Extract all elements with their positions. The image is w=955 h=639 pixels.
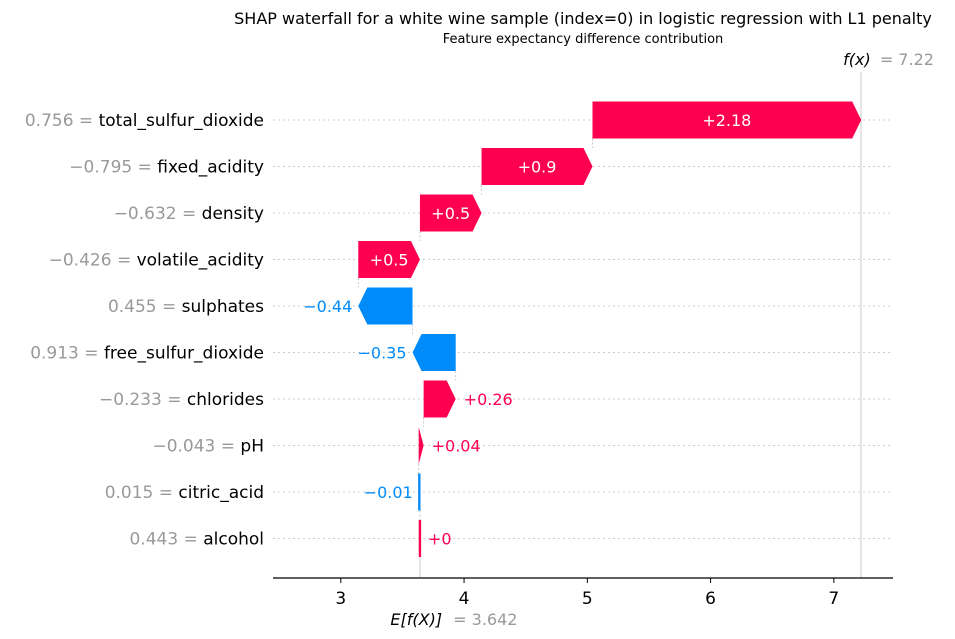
waterfall-bar [412,334,456,371]
waterfall-bar [419,194,482,232]
output-label: f(x) [843,50,871,69]
bar-value-label: +0 [428,530,452,549]
x-axis: 3 4 5 6 7 [273,577,893,609]
feature-value: −0.426 = [49,251,137,271]
feature-label: −0.426 = volatile_acidity [49,251,264,271]
x-tick-label: 6 [705,589,716,609]
feature-rows: 0.756 = total_sulfur_dioxide −0.795 = fix… [25,111,264,550]
feature-name: pH [240,437,264,457]
chart-title: SHAP waterfall for a white wine sample (… [234,9,932,28]
output-value: = 7.22 [880,50,934,69]
feature-value: 0.913 = [30,344,104,364]
waterfall-bar [358,287,413,325]
chart-subtitle: Feature expectancy difference contributi… [443,32,724,47]
feature-name: alcohol [203,530,264,550]
waterfall-bar [418,520,422,557]
x-tick-label: 4 [459,589,470,609]
feature-label: 0.015 = citric_acid [105,483,264,503]
feature-name: volatile_acidity [137,251,264,271]
feature-value: 0.756 = [25,111,99,131]
feature-value: −0.795 = [69,158,157,178]
svg-text:E[f(X)] = 3.642: E[f(X)] = 3.642 [390,610,517,629]
waterfall-bar [418,473,421,511]
svg-text:f(x) = 7.22: f(x) = 7.22 [843,50,934,69]
feature-name: chlorides [187,390,264,410]
bar-value-label: +2.18 [702,111,751,130]
bar-value-label: −0.01 [364,483,413,502]
feature-name: sulphates [182,297,264,317]
bar-value-label: +0.9 [518,158,557,177]
x-tick-label: 7 [828,589,839,609]
waterfall-bar [423,380,456,418]
feature-name: free_sulfur_dioxide [104,344,264,364]
bar-value-label: −0.44 [303,297,352,316]
feature-label: −0.233 = chlorides [99,390,264,410]
waterfall-bar [592,101,862,139]
feature-value: 0.015 = [105,483,179,503]
base-value-label: E[f(X)] = 3.642 [390,610,517,629]
feature-label: 0.756 = total_sulfur_dioxide [25,111,264,131]
waterfall-bar [481,148,593,185]
feature-name: density [202,204,264,224]
feature-label: 0.913 = free_sulfur_dioxide [30,344,264,364]
guide-lines [273,72,893,578]
feature-label: −0.795 = fixed_acidity [69,158,264,178]
feature-name: fixed_acidity [157,158,264,178]
bars: +2.18 +0.9 +0.5 +0.5 −0.44 −0.35 +0.26 +0.04 −0.… [303,101,862,557]
base-value: = 3.642 [453,610,517,629]
feature-value: 0.443 = [129,530,203,550]
output-value-label: f(x) = 7.22 [843,50,934,69]
x-tick-label: 3 [335,589,346,609]
feature-value: −0.233 = [99,390,187,410]
feature-value: 0.455 = [108,297,182,317]
waterfall-bar [418,427,424,464]
feature-name: citric_acid [178,483,264,503]
base-label: E[f(X)] [390,610,442,629]
bar-value-label: +0.04 [432,437,481,456]
feature-label: −0.043 = pH [152,437,264,457]
waterfall-bar [358,241,420,278]
bar-value-label: +0.26 [464,390,513,409]
bar-value-label: −0.35 [357,344,406,363]
x-tick-label: 5 [582,589,593,609]
feature-value: −0.632 = [114,204,202,224]
bar-value-label: +0.5 [431,204,470,223]
feature-name: total_sulfur_dioxide [99,111,264,131]
feature-value: −0.043 = [152,437,240,457]
feature-label: −0.632 = density [114,204,264,224]
feature-label: 0.443 = alcohol [129,530,264,550]
bar-value-label: +0.5 [370,251,409,270]
feature-label: 0.455 = sulphates [108,297,264,317]
